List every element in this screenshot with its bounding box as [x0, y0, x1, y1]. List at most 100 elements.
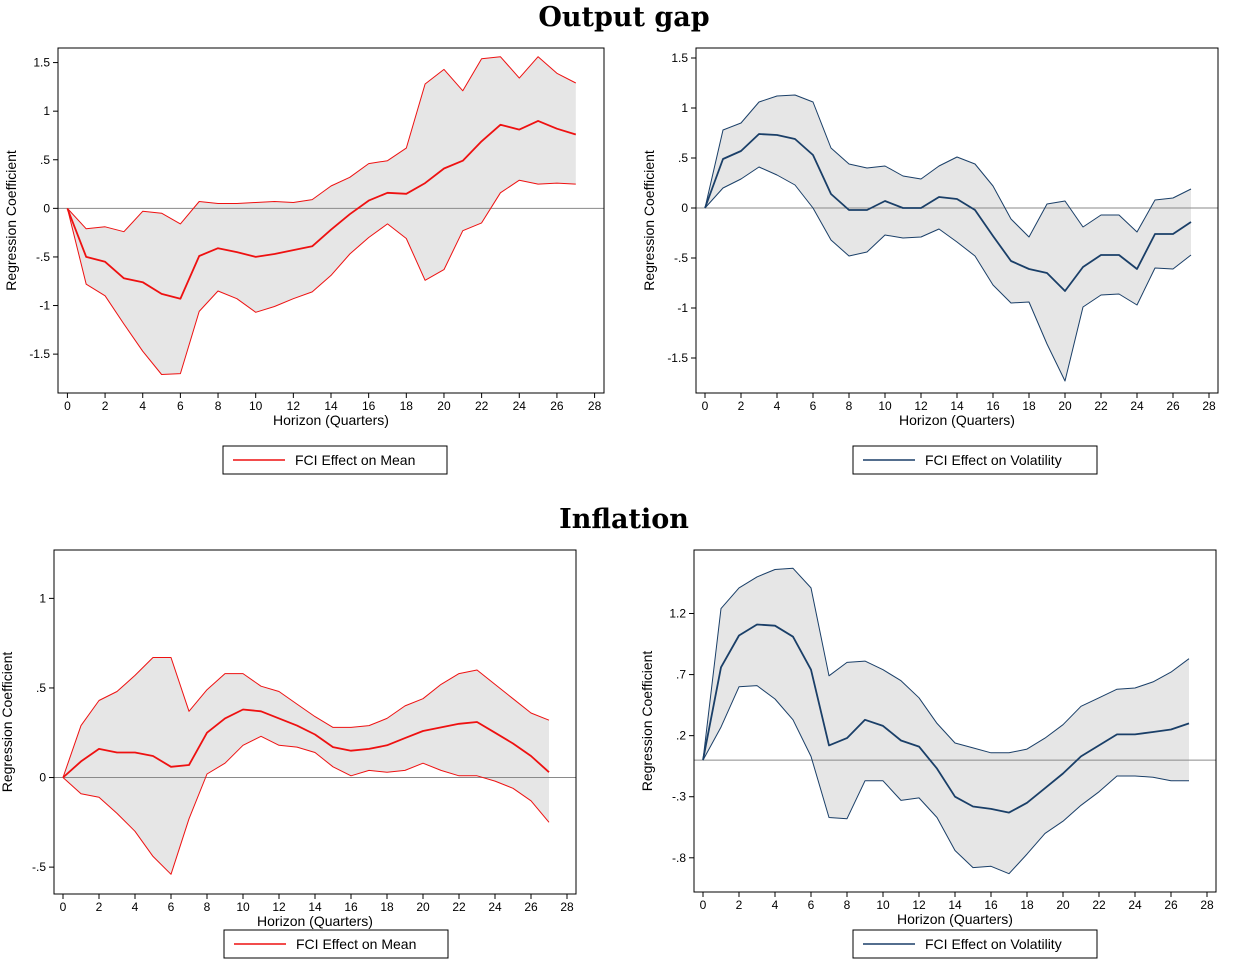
x-tick-label: 12: [912, 898, 926, 912]
x-tick-label: 20: [437, 399, 451, 413]
x-tick-label: 12: [272, 900, 286, 914]
x-tick-label: 22: [1094, 399, 1108, 413]
series-line-point-estimate: [702, 623, 1190, 814]
section-title-inflation: Inflation: [559, 504, 689, 535]
x-tick-label: 24: [513, 399, 527, 413]
y-axis-label: Regression Coefficient: [641, 150, 657, 291]
upper-bound-line: [62, 657, 550, 778]
x-tick-label: 4: [774, 399, 781, 413]
section-title-output-gap: Output gap: [538, 2, 710, 33]
x-tick-label: 2: [96, 900, 103, 914]
y-tick-label: 1: [43, 104, 50, 118]
x-tick-label: 8: [844, 898, 851, 912]
x-tick-label: 16: [362, 399, 376, 413]
y-tick-label: -.8: [672, 851, 686, 865]
x-tick-label: 10: [249, 399, 263, 413]
y-tick-label: .2: [676, 729, 686, 743]
x-tick-label: 4: [772, 898, 779, 912]
x-tick-label: 26: [524, 900, 538, 914]
y-tick-label: .5: [678, 151, 688, 165]
x-tick-label: 8: [846, 399, 853, 413]
upper-bound-line: [704, 94, 1192, 238]
x-tick-label: 6: [168, 900, 175, 914]
chart-inflation-volatility: 0 2 4 6 8 10 12 14 16 18 20 22 24 26 281.2.7.2-.3-.8Ho…: [639, 549, 1217, 959]
upper-bound-line: [702, 567, 1190, 761]
chart-output-gap-volatility: 0 2 4 6 8 10 12 14 16 18 20 22 24 26 281.51.50-.5-1-1.…: [641, 47, 1219, 475]
y-tick-label: -.5: [36, 250, 50, 264]
y-axis-label: Regression Coefficient: [639, 651, 655, 792]
x-tick-label: 16: [984, 898, 998, 912]
legend-label: FCI Effect on Mean: [296, 936, 416, 952]
y-tick-label: -.5: [32, 860, 46, 874]
lower-bound-line: [702, 685, 1189, 875]
series-line-point-estimate: [704, 133, 1192, 292]
x-tick-label: 0: [64, 399, 71, 413]
x-tick-label: 12: [287, 399, 301, 413]
legend-label: FCI Effect on Volatility: [925, 452, 1062, 468]
x-tick-label: 12: [914, 399, 928, 413]
x-tick-label: 6: [810, 399, 817, 413]
y-tick-label: -1: [39, 299, 50, 313]
x-tick-label: 14: [950, 399, 964, 413]
y-tick-label: 1.5: [671, 51, 688, 65]
x-tick-label: 10: [876, 898, 890, 912]
y-tick-label: 1.2: [669, 607, 686, 621]
x-axis-label: Horizon (Quarters): [897, 911, 1013, 927]
y-tick-label: -1: [677, 301, 688, 315]
x-tick-label: 2: [102, 399, 109, 413]
x-tick-label: 14: [948, 898, 962, 912]
y-tick-label: 0: [43, 201, 50, 215]
x-tick-label: 24: [1128, 898, 1142, 912]
x-tick-label: 28: [588, 399, 602, 413]
x-tick-label: 14: [308, 900, 322, 914]
x-tick-label: 22: [475, 399, 489, 413]
x-tick-label: 20: [1056, 898, 1070, 912]
x-tick-label: 16: [986, 399, 1000, 413]
x-axis-label: Horizon (Quarters): [257, 913, 373, 929]
x-tick-label: 6: [177, 399, 184, 413]
y-tick-label: 1: [681, 101, 688, 115]
x-tick-label: 4: [132, 900, 139, 914]
lower-bound-line: [62, 735, 550, 875]
legend: FCI Effect on Volatility: [852, 445, 1098, 475]
y-tick-label: .5: [36, 681, 46, 695]
y-tick-label: 1.5: [33, 56, 50, 70]
legend-label: FCI Effect on Mean: [295, 452, 415, 468]
y-tick-label: 0: [681, 201, 688, 215]
x-tick-label: 14: [324, 399, 338, 413]
legend-label: FCI Effect on Volatility: [925, 936, 1062, 952]
chart-inflation-mean: 0 2 4 6 8 10 12 14 16 18 20 22 24 26 281.50-.5Horizon …: [0, 549, 577, 959]
x-tick-label: 10: [878, 399, 892, 413]
y-tick-label: .5: [40, 153, 50, 167]
x-tick-label: 26: [550, 399, 564, 413]
x-tick-label: 26: [1164, 898, 1178, 912]
y-tick-label: .7: [676, 668, 686, 682]
y-axis-label: Regression Coefficient: [3, 150, 19, 291]
confidence-band: [63, 657, 549, 875]
y-axis-label: Regression Coefficient: [0, 652, 15, 793]
series-line-point-estimate: [66, 120, 577, 300]
x-axis-label: Horizon (Quarters): [273, 412, 389, 428]
y-tick-label: -.5: [674, 251, 688, 265]
lower-bound-line: [704, 166, 1192, 382]
x-tick-label: 24: [1130, 399, 1144, 413]
x-tick-label: 6: [808, 898, 815, 912]
confidence-band: [705, 95, 1191, 381]
y-tick-label: 0: [39, 771, 46, 785]
legend-box: [222, 445, 448, 475]
x-tick-label: 0: [700, 898, 707, 912]
y-tick-label: 1: [39, 591, 46, 605]
x-tick-label: 4: [139, 399, 146, 413]
x-tick-label: 28: [560, 900, 574, 914]
x-tick-label: 18: [400, 399, 414, 413]
x-tick-label: 2: [736, 898, 743, 912]
x-tick-label: 18: [1020, 898, 1034, 912]
x-tick-label: 0: [60, 900, 67, 914]
chart-output-gap-mean: 0 2 4 6 8 10 12 14 16 18 20 22 24 26 281.51.50-.5-1-1.…: [3, 47, 605, 475]
x-tick-label: 0: [702, 399, 709, 413]
x-tick-label: 16: [344, 900, 358, 914]
x-tick-label: 8: [215, 399, 222, 413]
x-tick-label: 26: [1166, 399, 1180, 413]
x-axis-label: Horizon (Quarters): [899, 412, 1015, 428]
x-tick-label: 28: [1200, 898, 1214, 912]
